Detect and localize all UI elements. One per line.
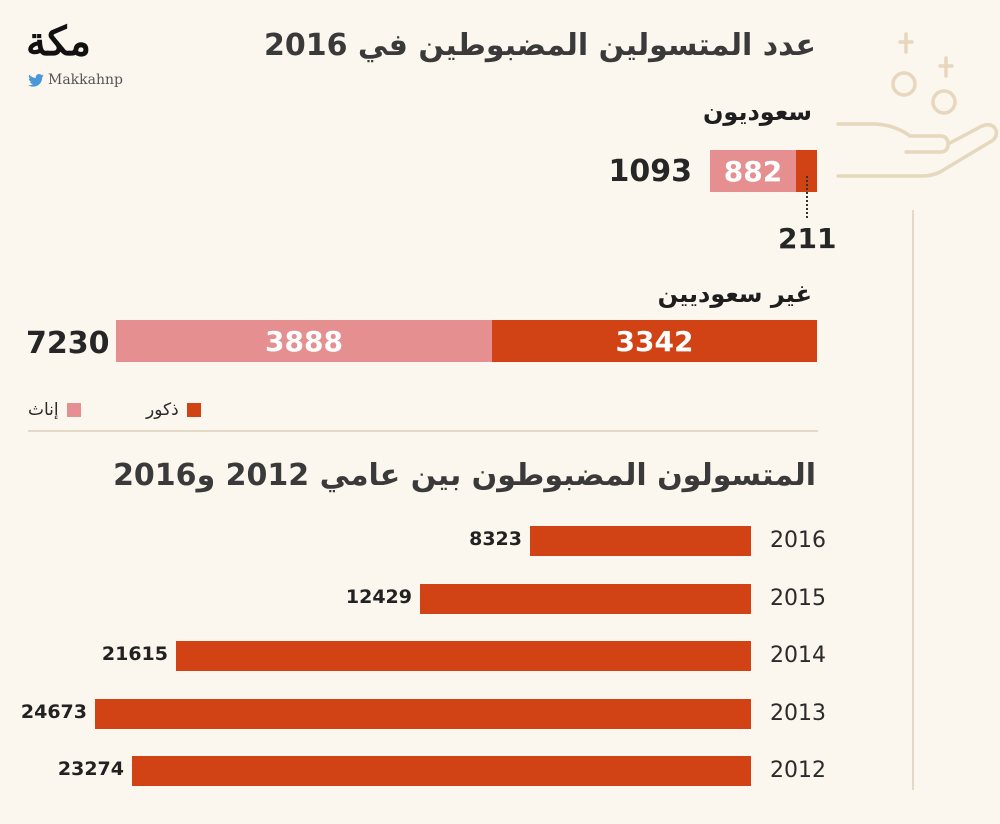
- non-saudis-male-bar: 3342: [492, 320, 817, 362]
- bar-2015: [420, 584, 751, 614]
- saudis-total-label: 1093: [608, 154, 693, 189]
- legend-female: إناث: [28, 400, 81, 420]
- year-label-2016: 2016: [770, 528, 826, 553]
- bar-2012: [132, 756, 751, 786]
- year-label-2012: 2012: [770, 758, 826, 783]
- bar-2013: [95, 699, 751, 729]
- logo-wordmark: مكة: [26, 18, 91, 65]
- saudis-male-leader-line: [806, 176, 808, 218]
- chart-2-title: المتسولون المضبوطون بين عامي 2012 و2016: [113, 458, 816, 493]
- saudis-female-value: 882: [723, 154, 783, 188]
- bar-value-2016: 8323: [469, 528, 522, 550]
- non-saudis-female-bar: 3888: [116, 320, 492, 362]
- non-saudis-male-value: 3342: [615, 324, 694, 358]
- vertical-divider: [912, 210, 914, 790]
- hand-coins-icon: [836, 32, 999, 178]
- brand-logo: مكة Makkahnp: [26, 14, 146, 94]
- bar-value-2014: 21615: [101, 643, 168, 665]
- bar-value-2012: 23274: [57, 758, 124, 780]
- category-non-saudis-label: غير سعوديين: [657, 280, 812, 308]
- category-saudis-label: سعوديون: [702, 98, 812, 126]
- bar-2016: [530, 526, 751, 556]
- year-label-2013: 2013: [770, 701, 826, 726]
- bar-value-2015: 12429: [345, 586, 412, 608]
- non-saudis-total-label: 7230: [26, 326, 110, 361]
- legend-female-swatch: [66, 403, 81, 417]
- year-label-2014: 2014: [770, 643, 826, 668]
- twitter-handle: Makkahnp: [28, 72, 123, 88]
- year-label-2015: 2015: [770, 586, 826, 611]
- legend-female-label: إناث: [28, 400, 59, 420]
- bar-2014: [176, 641, 751, 671]
- handle-text: Makkahnp: [48, 72, 123, 88]
- saudis-male-value: 211: [778, 222, 837, 255]
- saudis-female-bar: 882: [710, 150, 796, 192]
- legend-male: ذكور: [146, 400, 201, 420]
- legend-male-label: ذكور: [146, 400, 179, 420]
- section-divider: [28, 430, 818, 432]
- legend-male-swatch: [186, 403, 201, 417]
- chart-1-title: عدد المتسولين المضبوطين في 2016: [263, 28, 816, 63]
- saudis-male-bar: [796, 150, 817, 192]
- non-saudis-female-value: 3888: [265, 324, 343, 358]
- bar-value-2013: 24673: [20, 701, 87, 723]
- bird-icon: [28, 73, 44, 87]
